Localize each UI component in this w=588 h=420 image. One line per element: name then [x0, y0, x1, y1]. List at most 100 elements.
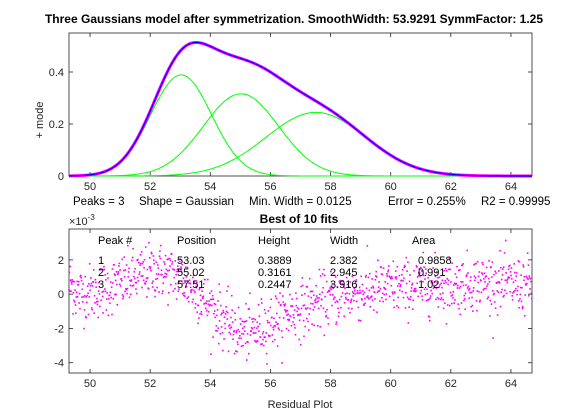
residual-point — [318, 297, 320, 299]
residual-point — [86, 301, 88, 304]
residual-point — [349, 301, 352, 304]
residual-point — [124, 269, 127, 271]
top-y-tick-label: 0.4 — [49, 67, 64, 79]
residual-point — [200, 299, 202, 302]
residual-scatter — [68, 239, 533, 365]
residual-point — [446, 278, 449, 280]
residual-point — [136, 259, 138, 261]
residual-point — [164, 254, 167, 257]
residual-point — [211, 304, 213, 307]
residual-point — [468, 297, 470, 299]
residual-point — [445, 323, 448, 325]
residual-point — [71, 280, 74, 283]
residual-point — [223, 316, 226, 318]
residual-point — [138, 273, 141, 275]
residual-point — [240, 345, 243, 348]
residual-point — [481, 261, 483, 264]
residual-point — [338, 280, 341, 283]
residual-point — [382, 300, 384, 303]
residual-point — [388, 295, 391, 298]
residual-point — [276, 323, 279, 326]
residual-point — [96, 303, 99, 306]
residual-point — [88, 283, 90, 285]
residual-point — [208, 304, 211, 307]
residual-point — [83, 327, 85, 330]
info-r2: R2 = 0.99995 — [481, 196, 550, 208]
residual-point — [74, 289, 76, 291]
table-cell: 2.382 — [330, 255, 358, 267]
residual-point — [357, 292, 359, 295]
residual-point — [297, 313, 300, 316]
residual-point — [111, 313, 113, 316]
residual-point — [504, 279, 507, 282]
residual-point — [237, 306, 240, 309]
residual-point — [196, 281, 198, 284]
residual-point — [460, 281, 462, 283]
residual-point — [445, 281, 447, 284]
residual-point — [326, 291, 329, 293]
residual-point — [472, 290, 475, 292]
bottom-y-tick-label: 2 — [58, 255, 64, 267]
residual-point — [329, 287, 331, 289]
residual-point — [313, 324, 315, 327]
residual-point — [409, 274, 411, 276]
residual-point — [174, 287, 176, 290]
residual-point — [313, 306, 316, 308]
residual-point — [438, 276, 441, 279]
residual-point — [141, 262, 144, 265]
residual-point — [153, 259, 155, 262]
residual-point — [405, 291, 407, 294]
residual-point — [196, 311, 199, 313]
residual-point — [181, 280, 183, 283]
residual-point — [264, 312, 267, 315]
residual-point — [496, 290, 498, 292]
residual-point — [386, 282, 389, 285]
residual-point — [177, 269, 180, 271]
top-axis-ticks: 50 52 54 56 58 60 62 64 0 0.2 0.4 — [49, 33, 532, 193]
residual-point — [137, 258, 139, 261]
residual-point — [513, 263, 516, 265]
table-cell: 0.3889 — [258, 255, 292, 267]
residual-point — [412, 299, 414, 302]
residual-point — [452, 291, 455, 293]
residual-point — [154, 290, 157, 292]
residual-point — [352, 292, 355, 295]
residual-point — [377, 290, 380, 292]
residual-point — [443, 269, 446, 272]
bottom-x-tick-label: 52 — [144, 378, 156, 390]
residual-point — [310, 302, 312, 305]
residual-point — [220, 313, 222, 316]
residual-point — [303, 335, 305, 338]
residual-point — [106, 272, 109, 275]
residual-point — [457, 284, 459, 287]
residual-point — [126, 292, 128, 295]
residual-point — [226, 290, 228, 292]
residual-point — [341, 283, 343, 285]
residual-point — [384, 281, 386, 283]
residual-point — [505, 292, 508, 295]
residual-point — [405, 256, 408, 259]
residual-point — [146, 296, 148, 298]
residual-point — [139, 264, 141, 266]
residual-point — [362, 290, 364, 292]
residual-point — [99, 268, 102, 271]
residual-point — [281, 336, 284, 339]
residual-point — [444, 279, 447, 282]
residual-point — [452, 284, 455, 286]
residual-point — [356, 292, 358, 294]
residual-point — [345, 276, 348, 279]
residual-point — [458, 287, 461, 289]
residual-point — [241, 320, 244, 323]
residual-point — [390, 277, 392, 280]
residual-point — [132, 247, 134, 250]
residual-point — [340, 280, 343, 282]
residual-point — [299, 314, 301, 316]
residual-point — [277, 323, 279, 325]
residual-point — [362, 303, 365, 306]
residual-point — [514, 279, 517, 282]
residual-point — [500, 278, 503, 281]
residual-point — [319, 293, 321, 296]
residual-point — [225, 310, 228, 313]
residual-point — [232, 333, 235, 336]
residual-point — [157, 273, 160, 275]
